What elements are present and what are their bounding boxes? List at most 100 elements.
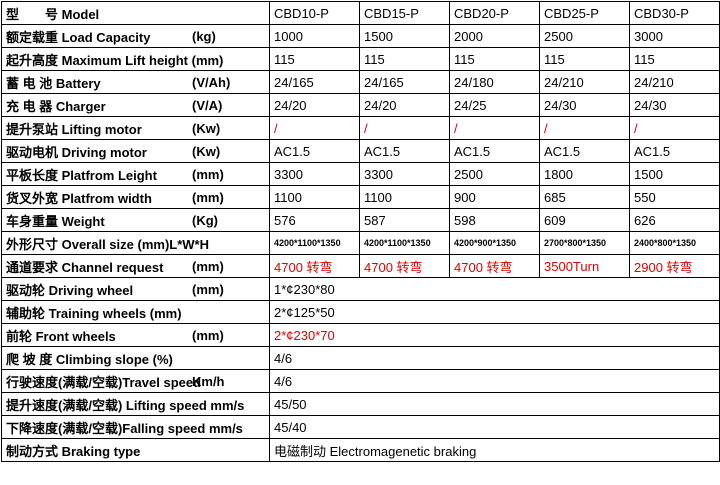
value-cell: 45/40 xyxy=(269,415,720,439)
row-label: 通道要求 Channel request xyxy=(6,259,164,275)
value-cell: 3300 xyxy=(359,162,450,186)
row-label-cell: 下降速度(满载/空载)Falling speed mm/s xyxy=(1,415,270,439)
table-row: 制动方式 Braking type 电磁制动 Electromagenetic b… xyxy=(1,438,720,462)
row-label-cell: 行驶速度(满载/空载)Travel speed Km/h xyxy=(1,369,270,393)
value-cell: AC1.5 xyxy=(269,139,360,163)
row-label-cell: 型 号 Model xyxy=(1,1,270,25)
table-row: 平板长度 Platfrom Leight (mm) 3300 3300 2500 1800… xyxy=(1,162,720,186)
value-cell: 115 xyxy=(359,47,450,71)
row-label-cell: 蓄 电 池 Battery (V/Ah) xyxy=(1,70,270,94)
value-cell: 4700 转弯 xyxy=(269,254,360,278)
value-cell: 3500Turn xyxy=(539,254,630,278)
value-cell: 1000 xyxy=(269,24,360,48)
value-cell: 4200*1100*1350 xyxy=(359,231,450,255)
row-unit: (Kw) xyxy=(192,144,221,159)
row-label: 提升泵站 Lifting motor xyxy=(6,121,142,137)
row-label-cell: 前轮 Front wheels (mm) xyxy=(1,323,270,347)
value-cell: 4700 转弯 xyxy=(449,254,540,278)
row-label: 前轮 Front wheels xyxy=(6,328,116,344)
value-cell: CBD10-P xyxy=(269,1,360,25)
row-label: 货叉外宽 Platfrom width xyxy=(6,190,152,206)
row-label-cell: 外形尺寸 Overall size (mm)L*W*H xyxy=(1,231,270,255)
value-cell: 2900 转弯 xyxy=(629,254,720,278)
value-cell: CBD25-P xyxy=(539,1,630,25)
row-label-cell: 通道要求 Channel request (mm) xyxy=(1,254,270,278)
row-unit: Km/h xyxy=(192,374,225,389)
table-row: 型 号 Model CBD10-P CBD15-P CBD20-P CBD25-P CBD… xyxy=(1,1,720,25)
value-cell: 685 xyxy=(539,185,630,209)
row-label-cell: 货叉外宽 Platfrom width (mm) xyxy=(1,185,270,209)
row-unit: (mm) xyxy=(192,190,224,205)
value-cell: 2500 xyxy=(539,24,630,48)
row-unit: (kg) xyxy=(192,29,216,44)
table-row: 车身重量 Weight (Kg) 576 587 598 609 626 xyxy=(1,208,720,232)
row-label: 型 号 Model xyxy=(6,6,100,22)
value-cell: 1100 xyxy=(359,185,450,209)
value-cell: 2*¢230*70 xyxy=(269,323,720,347)
value-cell: 598 xyxy=(449,208,540,232)
value-cell: 115 xyxy=(539,47,630,71)
row-label: 行驶速度(满载/空载)Travel speed xyxy=(6,374,202,390)
row-label: 制动方式 Braking type xyxy=(6,443,141,459)
row-unit: (Kg) xyxy=(192,213,218,228)
row-label: 起升高度 Maximum Lift height (mm) xyxy=(6,52,224,68)
value-cell: 24/20 xyxy=(269,93,360,117)
table-row: 蓄 电 池 Battery (V/Ah) 24/165 24/165 24/180 24/… xyxy=(1,70,720,94)
value-cell: / xyxy=(449,116,540,140)
row-label: 车身重量 Weight xyxy=(6,213,105,229)
row-unit: (V/A) xyxy=(192,98,223,113)
table-body: 型 号 Model CBD10-P CBD15-P CBD20-P CBD25-P CBD… xyxy=(1,1,720,462)
table-row: 提升速度(满载/空载) Lifting speed mm/s 45/50 xyxy=(1,392,720,416)
table-row: 下降速度(满载/空载)Falling speed mm/s 45/40 xyxy=(1,415,720,439)
row-unit: (V/Ah) xyxy=(192,75,231,90)
row-label: 辅助轮 Training wheels (mm) xyxy=(6,305,182,321)
value-cell: 115 xyxy=(449,47,540,71)
table-row: 辅助轮 Training wheels (mm) 2*¢125*50 xyxy=(1,300,720,324)
value-cell: / xyxy=(539,116,630,140)
value-cell: 626 xyxy=(629,208,720,232)
value-cell: 2000 xyxy=(449,24,540,48)
row-unit: (Kw) xyxy=(192,121,221,136)
table-row: 通道要求 Channel request (mm) 4700 转弯 4700 转弯 47… xyxy=(1,254,720,278)
value-cell: CBD20-P xyxy=(449,1,540,25)
value-cell: 24/210 xyxy=(539,70,630,94)
row-label: 外形尺寸 Overall size (mm)L*W*H xyxy=(6,236,209,252)
table-row: 驱动电机 Driving motor (Kw) AC1.5 AC1.5 AC1.5 AC1… xyxy=(1,139,720,163)
table-row: 起升高度 Maximum Lift height (mm) 115 115 115 11… xyxy=(1,47,720,71)
value-cell: CBD30-P xyxy=(629,1,720,25)
value-cell: 24/25 xyxy=(449,93,540,117)
value-cell: 550 xyxy=(629,185,720,209)
row-label-cell: 驱动轮 Driving wheel (mm) xyxy=(1,277,270,301)
value-cell: 24/180 xyxy=(449,70,540,94)
value-cell: 1100 xyxy=(269,185,360,209)
table-row: 驱动轮 Driving wheel (mm) 1*¢230*80 xyxy=(1,277,720,301)
row-label: 驱动电机 Driving motor xyxy=(6,144,147,160)
row-label: 平板长度 Platfrom Leight xyxy=(6,167,157,183)
value-cell: 4/6 xyxy=(269,369,720,393)
table-row: 额定载重 Load Capacity (kg) 1000 1500 2000 2500 30… xyxy=(1,24,720,48)
table-row: 货叉外宽 Platfrom width (mm) 1100 1100 900 685 550 xyxy=(1,185,720,209)
value-cell: AC1.5 xyxy=(629,139,720,163)
row-label: 驱动轮 Driving wheel xyxy=(6,282,134,298)
table-row: 外形尺寸 Overall size (mm)L*W*H 4200*1100*135… xyxy=(1,231,720,255)
row-label-cell: 驱动电机 Driving motor (Kw) xyxy=(1,139,270,163)
value-cell: 609 xyxy=(539,208,630,232)
value-cell: 45/50 xyxy=(269,392,720,416)
row-label-cell: 起升高度 Maximum Lift height (mm) xyxy=(1,47,270,71)
row-unit: (mm) xyxy=(192,259,224,274)
value-cell: 24/165 xyxy=(269,70,360,94)
row-label-cell: 提升速度(满载/空载) Lifting speed mm/s xyxy=(1,392,270,416)
row-label: 充 电 器 Charger xyxy=(6,98,106,114)
row-label: 提升速度(满载/空载) Lifting speed mm/s xyxy=(6,397,245,413)
value-cell: 115 xyxy=(269,47,360,71)
value-cell: 24/165 xyxy=(359,70,450,94)
value-cell: 587 xyxy=(359,208,450,232)
value-cell: 24/30 xyxy=(539,93,630,117)
table-row: 前轮 Front wheels (mm) 2*¢230*70 xyxy=(1,323,720,347)
value-cell: 1500 xyxy=(629,162,720,186)
row-label-cell: 提升泵站 Lifting motor (Kw) xyxy=(1,116,270,140)
value-cell: 2400*800*1350 xyxy=(629,231,720,255)
value-cell: 4200*900*1350 xyxy=(449,231,540,255)
row-label-cell: 爬 坡 度 Climbing slope (%) xyxy=(1,346,270,370)
